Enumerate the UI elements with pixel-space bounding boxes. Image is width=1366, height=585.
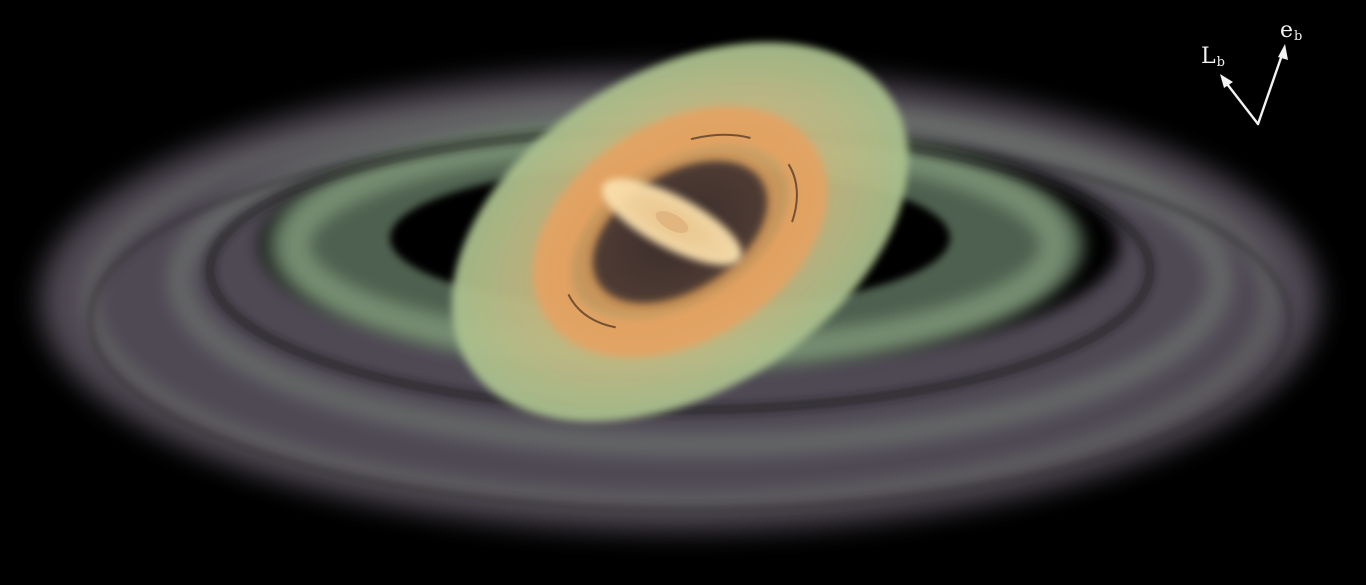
eccentricity-subscript: b: [1294, 29, 1303, 44]
eccentricity-symbol: e: [1280, 18, 1294, 43]
L-arrowhead: [1220, 74, 1233, 88]
core-disk: [602, 178, 742, 266]
angular-momentum-label: Lb: [1201, 46, 1225, 71]
angular-momentum-symbol: L: [1201, 44, 1216, 69]
L-arrow: [1222, 78, 1260, 126]
eccentricity-label: eb: [1280, 20, 1302, 45]
orientation-arrows: [1220, 44, 1288, 126]
angular-momentum-subscript: b: [1216, 55, 1225, 70]
e-arrowhead: [1278, 44, 1288, 60]
e-arrow: [1256, 50, 1285, 126]
